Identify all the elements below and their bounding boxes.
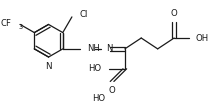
Text: O: O bbox=[109, 86, 116, 95]
Text: 3: 3 bbox=[18, 24, 22, 30]
Text: HO: HO bbox=[88, 64, 101, 73]
Text: HO: HO bbox=[92, 94, 105, 103]
Text: NH: NH bbox=[87, 44, 100, 53]
Text: OH: OH bbox=[196, 33, 209, 43]
Text: Cl: Cl bbox=[79, 10, 88, 19]
Text: O: O bbox=[171, 9, 177, 18]
Text: N: N bbox=[106, 44, 112, 53]
Text: N: N bbox=[45, 62, 52, 71]
Text: CF: CF bbox=[0, 19, 11, 28]
